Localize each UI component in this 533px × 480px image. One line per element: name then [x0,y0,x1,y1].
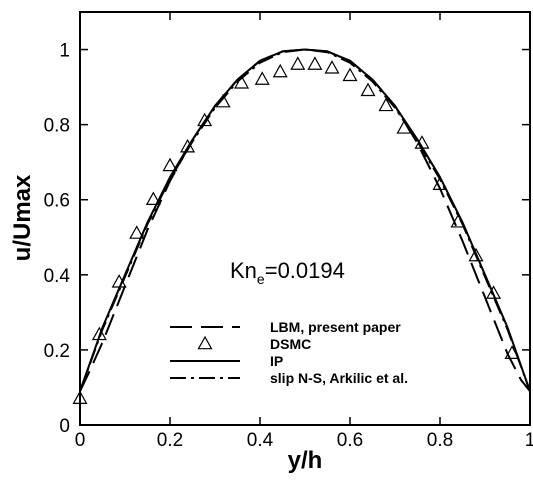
dsmc-point [504,345,520,359]
dsmc-point [324,60,340,74]
dsmc-point [468,247,484,262]
dsmc-point [342,67,358,82]
y-tick-label: 0.2 [44,341,70,362]
dsmc-point [378,97,394,112]
y-tick-label: 0.6 [44,191,70,212]
axis-ticks: 0 0.2 0.4 0.6 0.8 1 0 0.2 0.4 0.6 0.8 1 [44,12,533,451]
legend-label: slip N-S, Arkilic et al. [270,370,408,386]
legend-label: DSMC [270,336,311,352]
dsmc-point [290,56,306,70]
dsmc-point [129,225,145,239]
x-tick-label: 0.6 [337,430,363,451]
legend-label: IP [270,353,283,369]
x-tick-label: 0.4 [247,430,274,451]
dsmc-point [254,71,270,85]
y-tick-label: 0.8 [44,116,70,137]
plot-frame [79,11,531,426]
y-tick-label: 1 [59,41,70,62]
y-tick-label: 0 [59,416,70,437]
series-ip-line [79,48,531,392]
x-tick-label: 1 [525,430,533,451]
y-tick-label: 0.4 [44,266,71,287]
y-axis-title: u/Umax [9,174,36,261]
dsmc-point [234,75,250,89]
x-tick-label: 0 [75,430,86,451]
plot-area [72,48,531,404]
dsmc-point [145,191,161,206]
series-slip-n-s-arkilic-et-al-line [79,48,531,392]
knudsen-annotation-main: Kn [230,258,257,283]
knudsen-annotation-value: =0.0194 [265,258,345,283]
x-tick-label: 0.2 [157,430,183,451]
dsmc-point [486,285,502,299]
x-axis-title: y/h [288,447,323,474]
knudsen-annotation: Kne=0.0194 [230,258,345,287]
knudsen-annotation-subscript: e [257,271,265,287]
dsmc-point [272,63,288,78]
series-dsmc [72,56,520,404]
dsmc-point [360,82,376,97]
dsmc-point [162,157,178,172]
dsmc-point [307,56,323,70]
dsmc-point [91,326,107,341]
x-tick-label: 0.8 [427,430,453,451]
legend-marker-dsmc [197,335,213,350]
legend-label: LBM, present paper [270,319,401,335]
